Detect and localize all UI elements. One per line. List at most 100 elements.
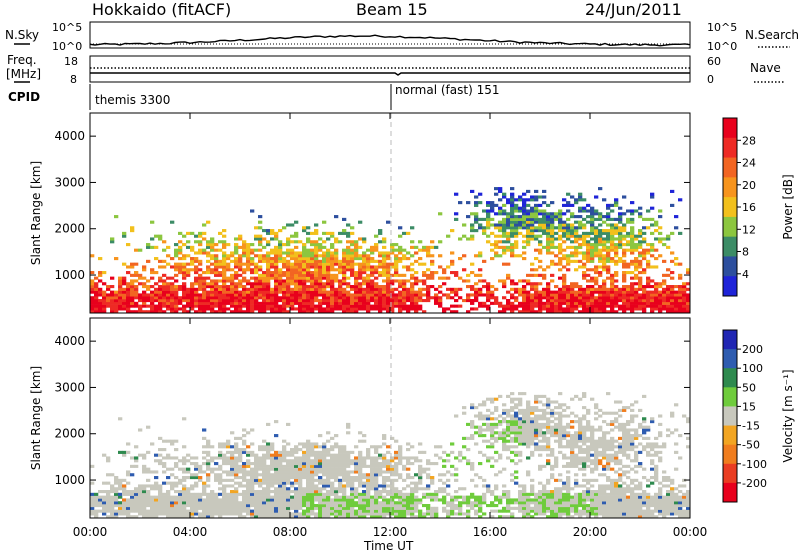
echo-cell	[242, 304, 247, 308]
echo-cell	[358, 462, 363, 466]
echo-cell	[502, 231, 507, 235]
echo-cell	[554, 217, 559, 221]
echo-cell	[582, 234, 587, 238]
echo-cell	[670, 304, 675, 308]
echo-cell	[258, 462, 263, 466]
echo-cell	[342, 304, 347, 308]
echo-cell	[426, 276, 431, 280]
echo-cell	[358, 287, 363, 291]
echo-cell	[222, 279, 227, 283]
echo-cell	[370, 512, 375, 516]
echo-cell	[194, 279, 199, 283]
echo-cell	[262, 509, 267, 513]
echo-cell	[498, 456, 503, 460]
echo-cell	[686, 307, 691, 311]
echo-cell	[314, 456, 319, 460]
echo-cell	[670, 310, 675, 314]
echo-cell	[186, 287, 191, 291]
echo-cell	[614, 198, 619, 202]
echo-cell	[318, 470, 323, 474]
echo-cell	[614, 217, 619, 221]
echo-cell	[338, 307, 343, 311]
echo-cell	[518, 459, 523, 463]
echo-cell	[330, 231, 335, 235]
echo-cell	[642, 299, 647, 303]
echo-cell	[218, 512, 223, 516]
echo-cell	[366, 453, 371, 457]
echo-cell	[278, 251, 283, 255]
echo-cell	[274, 287, 279, 291]
echo-cell	[570, 229, 575, 233]
colorbar-swatch	[723, 137, 737, 159]
echo-cell	[382, 501, 387, 505]
echo-cell	[526, 403, 531, 407]
echo-cell	[142, 265, 147, 269]
echo-cell	[394, 439, 399, 443]
echo-cell	[490, 428, 495, 432]
echo-cell	[506, 495, 511, 499]
echo-cell	[442, 310, 447, 314]
echo-cell	[630, 217, 635, 221]
echo-cell	[306, 287, 311, 291]
echo-cell	[202, 282, 207, 286]
echo-cell	[534, 285, 539, 289]
echo-cell	[318, 453, 323, 457]
echo-cell	[394, 299, 399, 303]
echo-cell	[326, 257, 331, 261]
echo-cell	[166, 293, 171, 297]
echo-cell	[282, 259, 287, 263]
echo-cell	[322, 495, 327, 499]
echo-cell	[190, 248, 195, 252]
echo-cell	[562, 299, 567, 303]
echo-cell	[394, 293, 399, 297]
echo-cell	[374, 473, 379, 477]
echo-cell	[222, 293, 227, 297]
echo-cell	[322, 257, 327, 261]
echo-cell	[586, 296, 591, 300]
echo-cell	[474, 212, 479, 216]
echo-cell	[270, 484, 275, 488]
echo-cell	[510, 195, 515, 199]
echo-cell	[490, 422, 495, 426]
echo-cell	[566, 301, 571, 305]
echo-cell	[230, 254, 235, 258]
echo-cell	[198, 464, 203, 468]
echo-cell	[386, 293, 391, 297]
echo-cell	[614, 201, 619, 205]
echo-cell	[494, 203, 499, 207]
echo-cell	[170, 290, 175, 294]
echo-cell	[174, 462, 179, 466]
echo-cell	[570, 285, 575, 289]
echo-cell	[370, 268, 375, 272]
echo-cell	[242, 506, 247, 510]
echo-cell	[286, 259, 291, 263]
echo-cell	[342, 470, 347, 474]
echo-cell	[358, 512, 363, 516]
echo-cell	[338, 487, 343, 491]
echo-cell	[182, 243, 187, 247]
echo-cell	[274, 487, 279, 491]
echo-cell	[354, 478, 359, 482]
echo-cell	[514, 481, 519, 485]
echo-cell	[214, 257, 219, 261]
echo-cell	[254, 262, 259, 266]
echo-cell	[330, 276, 335, 280]
echo-cell	[246, 506, 251, 510]
echo-cell	[678, 301, 683, 305]
echo-cell	[490, 217, 495, 221]
echo-cell	[510, 436, 515, 440]
echo-cell	[586, 310, 591, 314]
echo-cell	[270, 478, 275, 482]
echo-cell	[594, 304, 599, 308]
echo-cell	[214, 462, 219, 466]
echo-cell	[282, 282, 287, 286]
echo-cell	[318, 467, 323, 471]
echo-cell	[522, 434, 527, 438]
echo-cell	[634, 290, 639, 294]
echo-cell	[206, 290, 211, 294]
echo-cell	[182, 254, 187, 258]
echo-cell	[498, 229, 503, 233]
echo-cell	[366, 301, 371, 305]
echo-cell	[490, 209, 495, 213]
echo-cell	[110, 473, 115, 477]
